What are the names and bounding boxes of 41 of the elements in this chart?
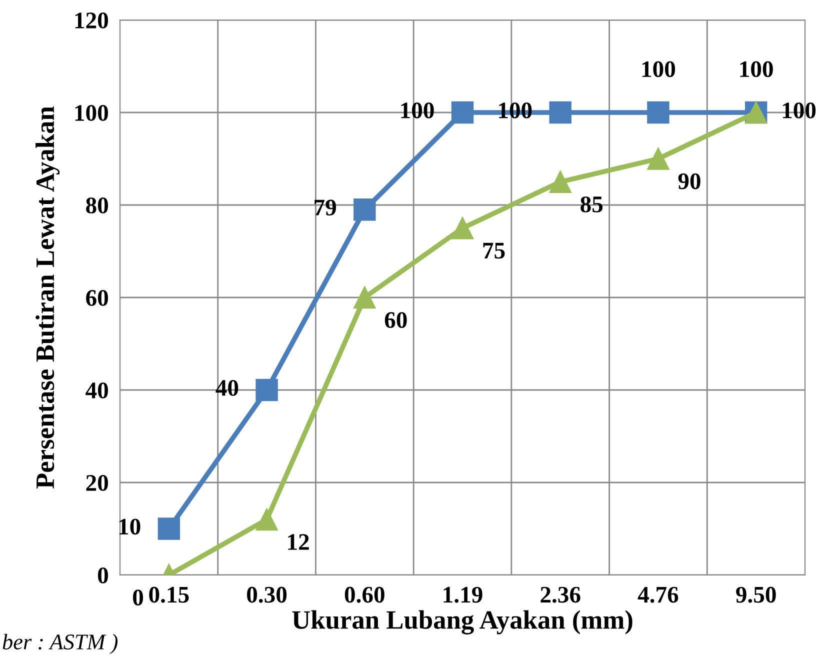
point — [451, 101, 474, 124]
y-tick-label: 20 — [86, 474, 108, 491]
point — [549, 170, 572, 193]
y-tick-label: 100 — [75, 104, 108, 121]
y-axis-title: Persentase Butiran Lewat Ayakan — [36, 106, 60, 488]
point — [549, 101, 572, 124]
x-tick-label: 2.36 — [540, 586, 580, 603]
x-tick-label: 0.30 — [247, 586, 287, 603]
y-tick-label: 0 — [98, 567, 108, 584]
point — [647, 101, 670, 124]
point — [256, 508, 278, 531]
x-tick-label: 1.19 — [444, 586, 482, 603]
data-label: 100 — [642, 61, 676, 78]
point — [451, 217, 474, 240]
text: ber : ASTM ) — [2, 634, 118, 654]
x-tick-label: 4.76 — [638, 586, 678, 603]
data-label: 40 — [216, 380, 238, 396]
data-label: 12 — [288, 534, 309, 550]
point — [354, 198, 376, 221]
x-tick-label: 9.50 — [736, 586, 776, 603]
data-label: 90 — [678, 173, 700, 190]
x-tick-label: 0.15 — [149, 586, 189, 603]
data-label: 100 — [782, 102, 816, 118]
point — [647, 148, 670, 170]
data-label: 0 — [133, 590, 144, 606]
y-tick-label: 120 — [75, 12, 108, 28]
data-label: 100 — [401, 102, 434, 118]
y-tick-label: 40 — [86, 382, 108, 398]
point — [354, 286, 376, 309]
x-tick-label: 0.60 — [344, 586, 384, 603]
data-label: 75 — [483, 242, 505, 259]
data-label: 79 — [314, 200, 336, 216]
data-label: 85 — [580, 196, 603, 212]
data-label: 60 — [384, 312, 407, 328]
y-tick-label: 80 — [86, 197, 108, 214]
point — [256, 378, 278, 402]
y-tick-label: 60 — [86, 290, 108, 306]
data-label: 100 — [740, 61, 773, 78]
x-axis-title: Ukuran Lubang Ayakan (mm) — [292, 610, 632, 634]
point — [158, 518, 180, 540]
data-label: 10 — [119, 518, 140, 535]
